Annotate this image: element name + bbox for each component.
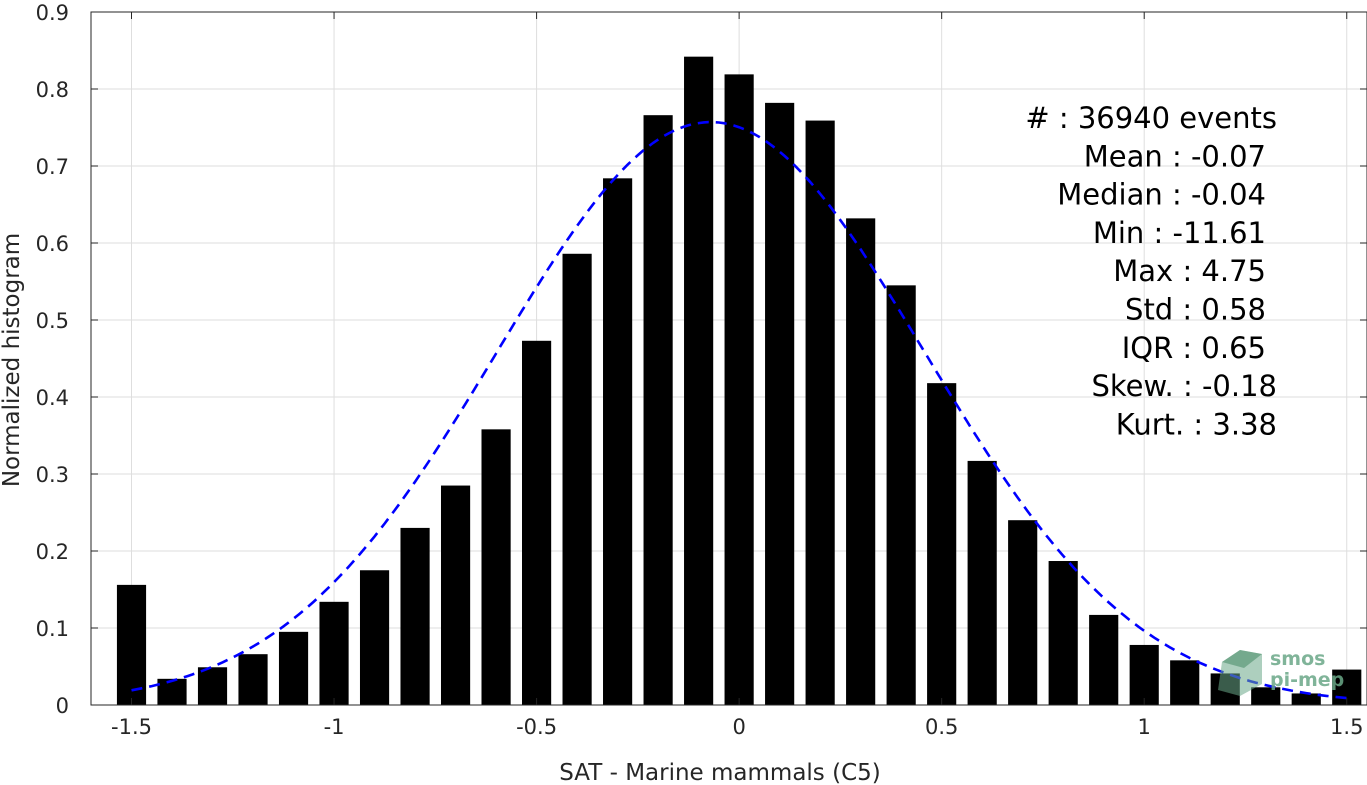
normal-fit-curve <box>131 120 1347 700</box>
histogram-bar <box>724 74 754 706</box>
x-tick-label: 1.5 <box>1330 715 1363 739</box>
x-tick-label: 1 <box>1138 715 1151 739</box>
x-tick-label: 0 <box>732 715 745 739</box>
stats-line: Skew. : -0.18 <box>1091 369 1277 403</box>
stats-line: Max : 4.75 <box>1113 254 1266 288</box>
stats-line: Min : -11.61 <box>1093 216 1266 250</box>
x-axis-ticks: -1.5 -1 -0.5 0 0.5 1 1.5 <box>111 12 1363 739</box>
histogram-bar <box>805 120 835 705</box>
histogram-bar <box>562 253 592 705</box>
smos-pi-mep-logo: smos pi-mep <box>1218 648 1344 696</box>
stats-line: # : 36940 events <box>1025 101 1277 135</box>
x-tick-label: -0.5 <box>516 715 557 739</box>
histogram-bar <box>116 584 147 705</box>
x-tick-label: -1 <box>324 715 345 739</box>
histogram-bar <box>400 527 430 705</box>
y-tick-label: 0.4 <box>36 386 69 410</box>
x-axis-label: SAT - Marine mammals (C5) <box>559 760 881 785</box>
stats-line: Mean : -0.07 <box>1084 139 1266 173</box>
histogram-bar <box>359 570 390 705</box>
logo-text-line1: smos <box>1270 648 1325 670</box>
y-tick-label: 0.2 <box>36 540 69 564</box>
x-tick-label: -1.5 <box>111 715 152 739</box>
y-tick-label: 0.3 <box>36 463 69 487</box>
stats-line: Std : 0.58 <box>1125 293 1266 327</box>
y-tick-label: 0.9 <box>36 1 69 25</box>
histogram-bar <box>440 485 471 705</box>
stats-line: Kurt. : 3.38 <box>1116 407 1277 441</box>
histogram-bar <box>967 460 997 705</box>
histogram-bars <box>116 56 1362 706</box>
histogram-bar <box>1048 561 1078 705</box>
histogram-bar <box>157 678 187 705</box>
y-tick-label: 0 <box>56 694 69 718</box>
histogram-bar <box>643 115 673 706</box>
histogram-bar <box>1008 520 1038 705</box>
histogram-bar <box>1089 614 1119 705</box>
histogram-bar <box>1170 660 1200 705</box>
histogram-bar <box>886 285 916 705</box>
histogram-bar <box>684 56 714 706</box>
y-tick-label: 0.7 <box>36 155 69 179</box>
histogram-bar <box>1291 693 1321 705</box>
histogram-bar <box>846 218 876 706</box>
stats-line: Median : -0.04 <box>1057 178 1266 212</box>
histogram-bar <box>1251 687 1281 705</box>
histogram-bar <box>278 631 309 705</box>
histogram-bar <box>765 102 795 706</box>
stats-annotation: # : 36940 events Mean : -0.07 Median : -0.… <box>1025 101 1277 441</box>
histogram-bar <box>927 383 957 705</box>
y-tick-label: 0.6 <box>36 232 69 256</box>
logo-text-line2: pi-mep <box>1270 669 1344 691</box>
histogram-bar <box>1129 644 1159 705</box>
histogram-bar <box>197 667 228 705</box>
y-tick-label: 0.1 <box>36 617 69 641</box>
y-tick-label: 0.5 <box>36 309 69 333</box>
histogram-bar <box>319 601 349 705</box>
histogram-bar <box>522 340 552 705</box>
axes-box <box>90 11 1367 706</box>
histogram-bar <box>481 429 511 705</box>
logo-icon-facet <box>1222 650 1262 668</box>
y-tick-label: 0.8 <box>36 78 69 102</box>
y-axis-label: Normalized histogram <box>0 233 25 487</box>
stats-line: IQR : 0.65 <box>1122 331 1266 365</box>
histogram-bar <box>603 178 633 705</box>
histogram-bar <box>238 654 268 705</box>
x-tick-label: 0.5 <box>925 715 958 739</box>
y-axis-ticks: 0 0.1 0.2 0.3 0.4 0.5 0.6 0.7 0.8 0.9 <box>36 1 1367 718</box>
